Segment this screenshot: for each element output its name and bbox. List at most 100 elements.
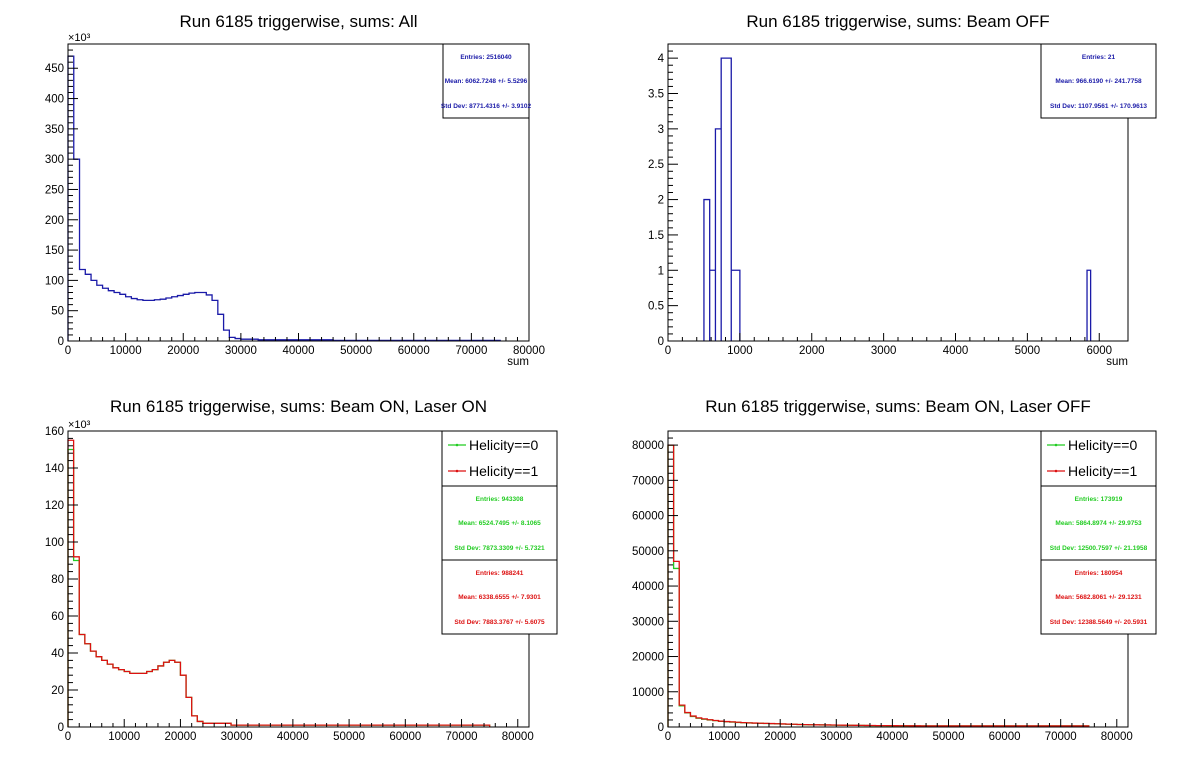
x-tick-label: 0 xyxy=(665,731,671,743)
x-tick-label: 80000 xyxy=(502,731,534,743)
stats-std-dev: Std Dev: 1107.9561 +/- 170.9613 xyxy=(1050,103,1147,110)
stats-entries: Entries: 988241 xyxy=(476,570,524,577)
y-tick-label: 40 xyxy=(51,648,64,660)
x-tick-label: 0 xyxy=(65,731,71,743)
stats-std-dev: Std Dev: 12500.7597 +/- 21.1958 xyxy=(1050,545,1148,552)
x-tick-label: 20000 xyxy=(764,731,796,743)
stats-box xyxy=(1040,485,1157,561)
y-tick-label: 1 xyxy=(658,265,664,277)
y-tick-label: 20 xyxy=(51,685,64,697)
y-tick-label: 100 xyxy=(45,537,64,549)
legend-marker-0 xyxy=(455,443,459,447)
y-tick-label: 70000 xyxy=(632,475,664,487)
y-tick-label: 50000 xyxy=(632,546,664,558)
y-tick-label: 160 xyxy=(45,426,64,438)
x-tick-label: 80000 xyxy=(1101,731,1133,743)
y-tick-label: 0 xyxy=(58,722,64,734)
stats-std-dev: Std Dev: 12388.5649 +/- 20.5931 xyxy=(1050,619,1148,626)
y-tick-label: 10000 xyxy=(632,687,664,699)
y-tick-label: 80000 xyxy=(632,440,664,452)
stats-box xyxy=(442,43,530,119)
x-tick-label: 30000 xyxy=(221,731,253,743)
y-tick-label: 150 xyxy=(45,245,64,257)
x-tick-label: 50000 xyxy=(932,731,964,743)
stats-mean: Mean: 5864.8974 +/- 29.9753 xyxy=(1055,520,1142,527)
x-tick-label: 70000 xyxy=(446,731,478,743)
y-tick-label: 20000 xyxy=(632,652,664,664)
y-tick-label: 0 xyxy=(658,722,664,734)
y-tick-label: 3 xyxy=(658,124,664,136)
y-tick-label: 200 xyxy=(45,215,64,227)
y-tick-label: 300 xyxy=(45,154,64,166)
chart-panel-3: Run 6185 triggerwise, sums: Beam ON, Las… xyxy=(45,397,558,743)
x-tick-label: 3000 xyxy=(871,345,897,357)
y-tick-label: 0 xyxy=(58,336,64,348)
stats-mean: Mean: 6524.7495 +/- 8.1065 xyxy=(458,520,541,527)
x-axis-label: sum xyxy=(507,356,529,368)
stats-mean: Mean: 6062.7248 +/- 5.5296 xyxy=(445,78,528,85)
x-tick-label: 10000 xyxy=(108,731,140,743)
y-tick-label: 0 xyxy=(658,336,664,348)
x-tick-label: 30000 xyxy=(225,345,257,357)
x-tick-label: 80000 xyxy=(513,345,545,357)
y-tick-label: 120 xyxy=(45,500,64,512)
legend-label: Helicity==1 xyxy=(469,463,538,479)
histogram-series-0 xyxy=(703,57,1092,341)
y-tick-label: 250 xyxy=(45,184,64,196)
chart-panel-4: Run 6185 triggerwise, sums: Beam ON, Las… xyxy=(632,397,1157,743)
y-tick-label: 450 xyxy=(45,63,64,75)
stats-mean: Mean: 5682.8061 +/- 29.1231 xyxy=(1055,594,1142,601)
y-tick-label: 100 xyxy=(45,275,64,287)
x-tick-label: 60000 xyxy=(389,731,421,743)
y-tick-label: 80 xyxy=(51,574,64,586)
stats-box xyxy=(1040,43,1157,119)
y-tick-label: 40000 xyxy=(632,581,664,593)
y-tick-label: 0.5 xyxy=(648,301,664,313)
stats-std-dev: Std Dev: 8771.4316 +/- 3.9102 xyxy=(441,103,532,110)
stats-std-dev: Std Dev: 7883.3767 +/- 5.6075 xyxy=(454,619,545,626)
x-tick-label: 0 xyxy=(665,345,671,357)
histogram-series-helicity-0 xyxy=(667,444,1090,727)
chart-title: Run 6185 triggerwise, sums: Beam OFF xyxy=(746,12,1049,31)
x-tick-label: 70000 xyxy=(1045,731,1077,743)
y-tick-label: 3.5 xyxy=(648,89,664,101)
y-exponent-label: ×10³ xyxy=(68,419,91,431)
chart-panel-2: Run 6185 triggerwise, sums: Beam OFF 0 1 0 0… xyxy=(648,12,1157,368)
legend-marker-1 xyxy=(455,469,459,473)
legend-box xyxy=(1040,430,1157,487)
y-tick-label: 4 xyxy=(658,53,665,65)
x-axis-label: sum xyxy=(1106,356,1128,368)
stats-mean: Mean: 966.6190 +/- 241.7758 xyxy=(1055,78,1142,85)
stats-entries: Entries: 943308 xyxy=(476,496,524,503)
histogram-series-helicity-1 xyxy=(67,439,491,727)
y-exponent-label: ×10³ xyxy=(68,32,91,44)
y-tick-label: 1.5 xyxy=(648,230,664,242)
stats-mean: Mean: 6338.6555 +/- 7.9301 xyxy=(458,594,541,601)
x-tick-label: 40000 xyxy=(277,731,309,743)
chart-title: Run 6185 triggerwise, sums: Beam ON, Las… xyxy=(705,397,1090,416)
x-tick-label: 50000 xyxy=(333,731,365,743)
x-tick-label: 2000 xyxy=(799,345,825,357)
y-tick-label: 400 xyxy=(45,94,64,106)
x-tick-label: 6000 xyxy=(1086,345,1112,357)
x-tick-label: 20000 xyxy=(164,731,196,743)
stats-entries: Entries: 2516040 xyxy=(460,54,512,61)
x-tick-label: 20000 xyxy=(167,345,199,357)
y-tick-label: 350 xyxy=(45,124,64,136)
x-tick-label: 40000 xyxy=(283,345,315,357)
x-tick-label: 40000 xyxy=(876,731,908,743)
y-tick-label: 60000 xyxy=(632,511,664,523)
x-tick-label: 50000 xyxy=(340,345,372,357)
stats-box xyxy=(1040,559,1157,635)
chart-title: Run 6185 triggerwise, sums: Beam ON, Las… xyxy=(110,397,487,416)
y-tick-label: 50 xyxy=(51,306,64,318)
legend-label: Helicity==0 xyxy=(469,437,538,453)
x-tick-label: 10000 xyxy=(708,731,740,743)
y-tick-label: 60 xyxy=(51,611,64,623)
histogram-series-helicity-0 xyxy=(67,448,491,727)
y-tick-label: 2 xyxy=(658,195,664,207)
x-tick-label: 60000 xyxy=(398,345,430,357)
x-tick-label: 60000 xyxy=(989,731,1021,743)
